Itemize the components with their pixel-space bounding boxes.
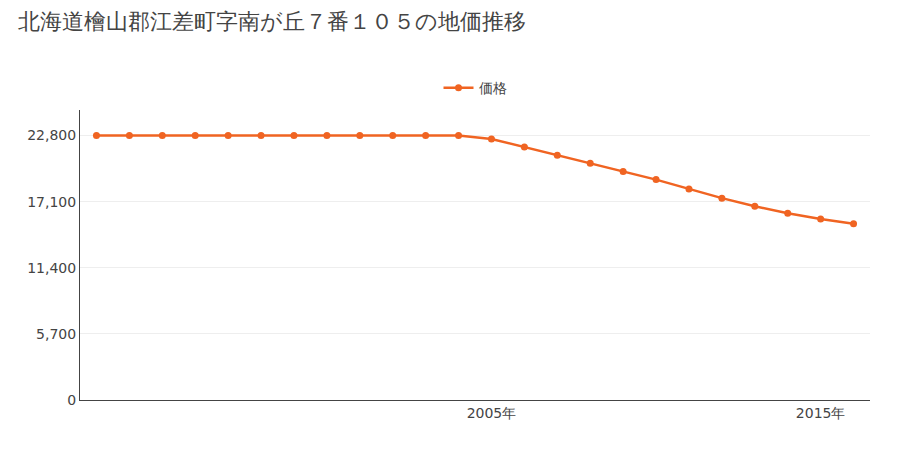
svg-text:価格: 価格 — [479, 80, 507, 96]
svg-text:2015年: 2015年 — [796, 405, 846, 421]
svg-text:22,800: 22,800 — [27, 127, 76, 143]
svg-text:17,100: 17,100 — [27, 194, 76, 210]
svg-text:2005年: 2005年 — [467, 405, 517, 421]
svg-text:5,700: 5,700 — [36, 326, 76, 342]
svg-text:北海道檜山郡江差町字南が丘７番１０５の地価推移: 北海道檜山郡江差町字南が丘７番１０５の地価推移 — [18, 9, 526, 34]
svg-text:11,400: 11,400 — [27, 260, 76, 276]
svg-text:0: 0 — [67, 392, 76, 408]
